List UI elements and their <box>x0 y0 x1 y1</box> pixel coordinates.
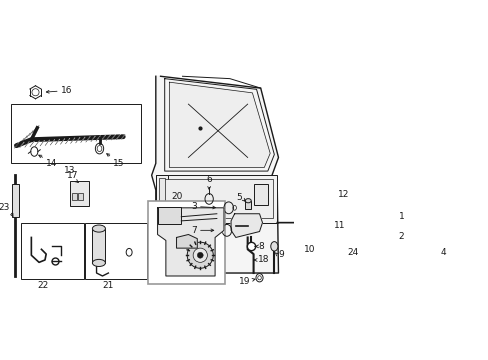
Circle shape <box>197 252 203 258</box>
Text: 5: 5 <box>236 193 241 202</box>
Polygon shape <box>169 82 270 167</box>
Bar <box>360 227 395 253</box>
Circle shape <box>193 248 207 262</box>
Bar <box>156 175 277 222</box>
Text: 3: 3 <box>191 202 197 211</box>
Bar <box>253 184 268 205</box>
Bar <box>12 184 19 217</box>
Text: 20: 20 <box>170 192 182 201</box>
Bar <box>84 222 146 279</box>
Text: 17: 17 <box>67 171 79 180</box>
Ellipse shape <box>92 260 105 266</box>
Bar <box>156 175 167 273</box>
Bar <box>157 207 181 224</box>
Ellipse shape <box>297 239 304 248</box>
Polygon shape <box>176 234 197 248</box>
Text: 21: 21 <box>102 281 114 290</box>
Text: 19: 19 <box>239 278 250 287</box>
Ellipse shape <box>270 242 277 251</box>
Text: 24: 24 <box>346 248 358 257</box>
Circle shape <box>187 242 213 268</box>
Bar <box>160 179 272 219</box>
Text: 12: 12 <box>337 190 348 199</box>
Bar <box>11 104 141 163</box>
Bar <box>21 222 83 279</box>
Ellipse shape <box>245 199 251 203</box>
Polygon shape <box>358 248 442 267</box>
Text: 16: 16 <box>61 86 72 95</box>
Text: 13: 13 <box>64 166 76 175</box>
Text: 7: 7 <box>191 226 197 235</box>
Text: 6: 6 <box>206 175 212 184</box>
Bar <box>362 229 393 251</box>
Text: 23: 23 <box>0 203 9 212</box>
Bar <box>436 246 449 265</box>
Polygon shape <box>157 208 224 276</box>
Bar <box>78 193 83 200</box>
Bar <box>72 193 77 200</box>
Text: 8: 8 <box>258 242 264 251</box>
Polygon shape <box>151 76 278 273</box>
Text: 22: 22 <box>38 281 49 290</box>
Ellipse shape <box>92 225 105 232</box>
Text: 1: 1 <box>398 212 404 221</box>
Text: 2: 2 <box>398 232 404 241</box>
Text: 11: 11 <box>333 221 345 230</box>
Bar <box>148 201 224 284</box>
Text: 9: 9 <box>278 249 284 258</box>
Text: 18: 18 <box>258 256 269 265</box>
Text: 14: 14 <box>46 159 58 168</box>
Text: 10: 10 <box>304 245 315 254</box>
Text: 15: 15 <box>113 159 124 168</box>
Bar <box>357 222 448 282</box>
Bar <box>159 178 164 270</box>
Bar <box>70 181 89 206</box>
Bar <box>92 229 105 263</box>
Text: 4: 4 <box>439 248 445 257</box>
Polygon shape <box>231 214 262 238</box>
Bar <box>245 201 251 209</box>
